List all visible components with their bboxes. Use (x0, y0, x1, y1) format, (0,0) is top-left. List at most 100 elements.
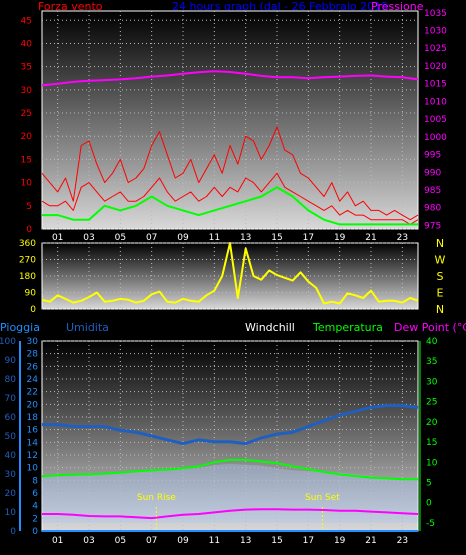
hour-label: 21 (365, 233, 376, 243)
compass-label: N (436, 303, 444, 316)
sunset-label: Sun Set (305, 493, 340, 503)
temperature-grid (42, 340, 418, 532)
legend-windchill: Windchill (245, 321, 295, 334)
wind-tick: 10 (21, 179, 33, 189)
direction-tick: 270 (19, 256, 36, 266)
direction-series (41, 242, 419, 305)
wind-tick: 45 (21, 16, 32, 26)
hour-label: 03 (83, 233, 94, 243)
humidity-tick: 40 (5, 451, 17, 461)
chart-title: 24 hours graph (dal - 26 Febbraio 2015 (172, 0, 388, 13)
panel1-hour-labels: 01 03 05 07 09 11 13 15 17 19 21 23 (52, 233, 408, 243)
hour-label: 23 (397, 233, 408, 243)
hour-label: 19 (334, 233, 346, 243)
rain-tick: 24 (27, 375, 39, 385)
avg-wind-line (42, 186, 418, 226)
humidity-tick: 0 (10, 527, 16, 537)
hour-label: 07 (146, 233, 157, 243)
temperature-humidity-series: Sun Rise Sun Set (41, 404, 419, 532)
temperature-tick: 20 (426, 418, 438, 428)
wind-tick: 40 (21, 39, 33, 49)
rain-tick: 12 (27, 451, 38, 461)
humidity-tick: 10 (5, 508, 17, 518)
hour-label: 15 (271, 536, 282, 546)
hour-label: 11 (209, 536, 220, 546)
rain-tick: 18 (27, 413, 39, 423)
direction-tick: 90 (25, 289, 37, 299)
wind-tick: 35 (21, 63, 32, 73)
wind-axis-labels: 0 5 10 15 20 25 30 35 40 45 (21, 16, 33, 235)
temperature-humidity-panel (41, 340, 419, 532)
pressure-axis-title: Pressione (371, 0, 424, 13)
sunrise-label: Sun Rise (137, 493, 176, 503)
hour-label: 11 (209, 233, 220, 243)
hour-label: 13 (240, 233, 251, 243)
humidity-tick: 20 (5, 489, 17, 499)
rain-tick: 10 (27, 464, 39, 474)
hour-label: 09 (177, 536, 189, 546)
compass-label: S (437, 270, 444, 283)
panel3-hour-labels: 01 03 05 07 09 11 13 15 17 19 21 23 (52, 536, 408, 546)
legend-rain: Pioggia (0, 321, 40, 334)
legend-dewpoint: Dew Point (°C) (394, 321, 466, 334)
hour-label: 17 (303, 233, 314, 243)
gust-line (41, 126, 419, 221)
humidity-tick: 30 (5, 470, 17, 480)
humidity-tick: 90 (5, 356, 17, 366)
pressure-tick: 985 (424, 186, 441, 196)
wind-pressure-series (41, 70, 419, 226)
humidity-line (42, 404, 419, 446)
pressure-tick: 1020 (424, 62, 447, 72)
wind-line (41, 172, 419, 225)
temperature-tick: 5 (426, 478, 432, 488)
hour-label: 05 (115, 233, 126, 243)
wind-tick: 20 (21, 132, 33, 142)
hour-label: 01 (52, 233, 63, 243)
temperature-tick: 40 (426, 337, 438, 347)
rain-tick: 28 (27, 350, 39, 360)
hour-label: 19 (334, 536, 346, 546)
compass-label: E (437, 287, 444, 300)
humidity-tick: 80 (5, 375, 17, 385)
rain-tick: 26 (27, 362, 39, 372)
pressure-tick: 975 (424, 221, 441, 231)
pressure-tick: 1010 (424, 97, 447, 107)
humidity-tick: 70 (5, 394, 17, 404)
rain-tick: 8 (32, 476, 38, 486)
windchill-area (42, 463, 418, 523)
hour-label: 09 (177, 233, 189, 243)
pressure-line (41, 70, 419, 87)
direction-line (41, 242, 419, 305)
hour-label: 13 (240, 536, 251, 546)
temperature-tick: 35 (426, 357, 437, 367)
wind-tick: 25 (21, 109, 32, 119)
pressure-tick: 1025 (424, 44, 447, 54)
humidity-tick: 60 (5, 413, 17, 423)
temperature-tick: 25 (426, 398, 437, 408)
wind-tick: 0 (26, 225, 32, 235)
temperature-tick: 30 (426, 377, 438, 387)
hour-label: 03 (83, 536, 94, 546)
wind-tick: 30 (21, 86, 33, 96)
rain-tick: 20 (27, 400, 39, 410)
hour-label: 05 (115, 536, 126, 546)
temperature-tick: -5 (426, 519, 435, 529)
compass-label: W (435, 254, 446, 267)
temperature-axis-labels: -5 0 5 10 15 20 25 30 35 40 (419, 337, 438, 531)
wind-tick: 5 (26, 202, 32, 212)
pressure-tick: 990 (424, 168, 441, 178)
temperature-line (41, 458, 418, 481)
rain-tick: 0 (32, 527, 38, 537)
rain-tick: 14 (27, 438, 39, 448)
wind-tick: 15 (21, 155, 32, 165)
rain-tick: 6 (32, 489, 38, 499)
wind-pressure-panel (41, 10, 419, 230)
hour-label: 07 (146, 536, 157, 546)
humidity-tick: 50 (5, 432, 17, 442)
pressure-tick: 1030 (424, 26, 447, 36)
temperature-tick: 10 (426, 458, 438, 468)
rain-tick: 16 (27, 426, 39, 436)
humidity-tick: 100 (0, 337, 16, 347)
direction-tick: 180 (19, 272, 36, 282)
pressure-tick: 1005 (424, 115, 447, 125)
